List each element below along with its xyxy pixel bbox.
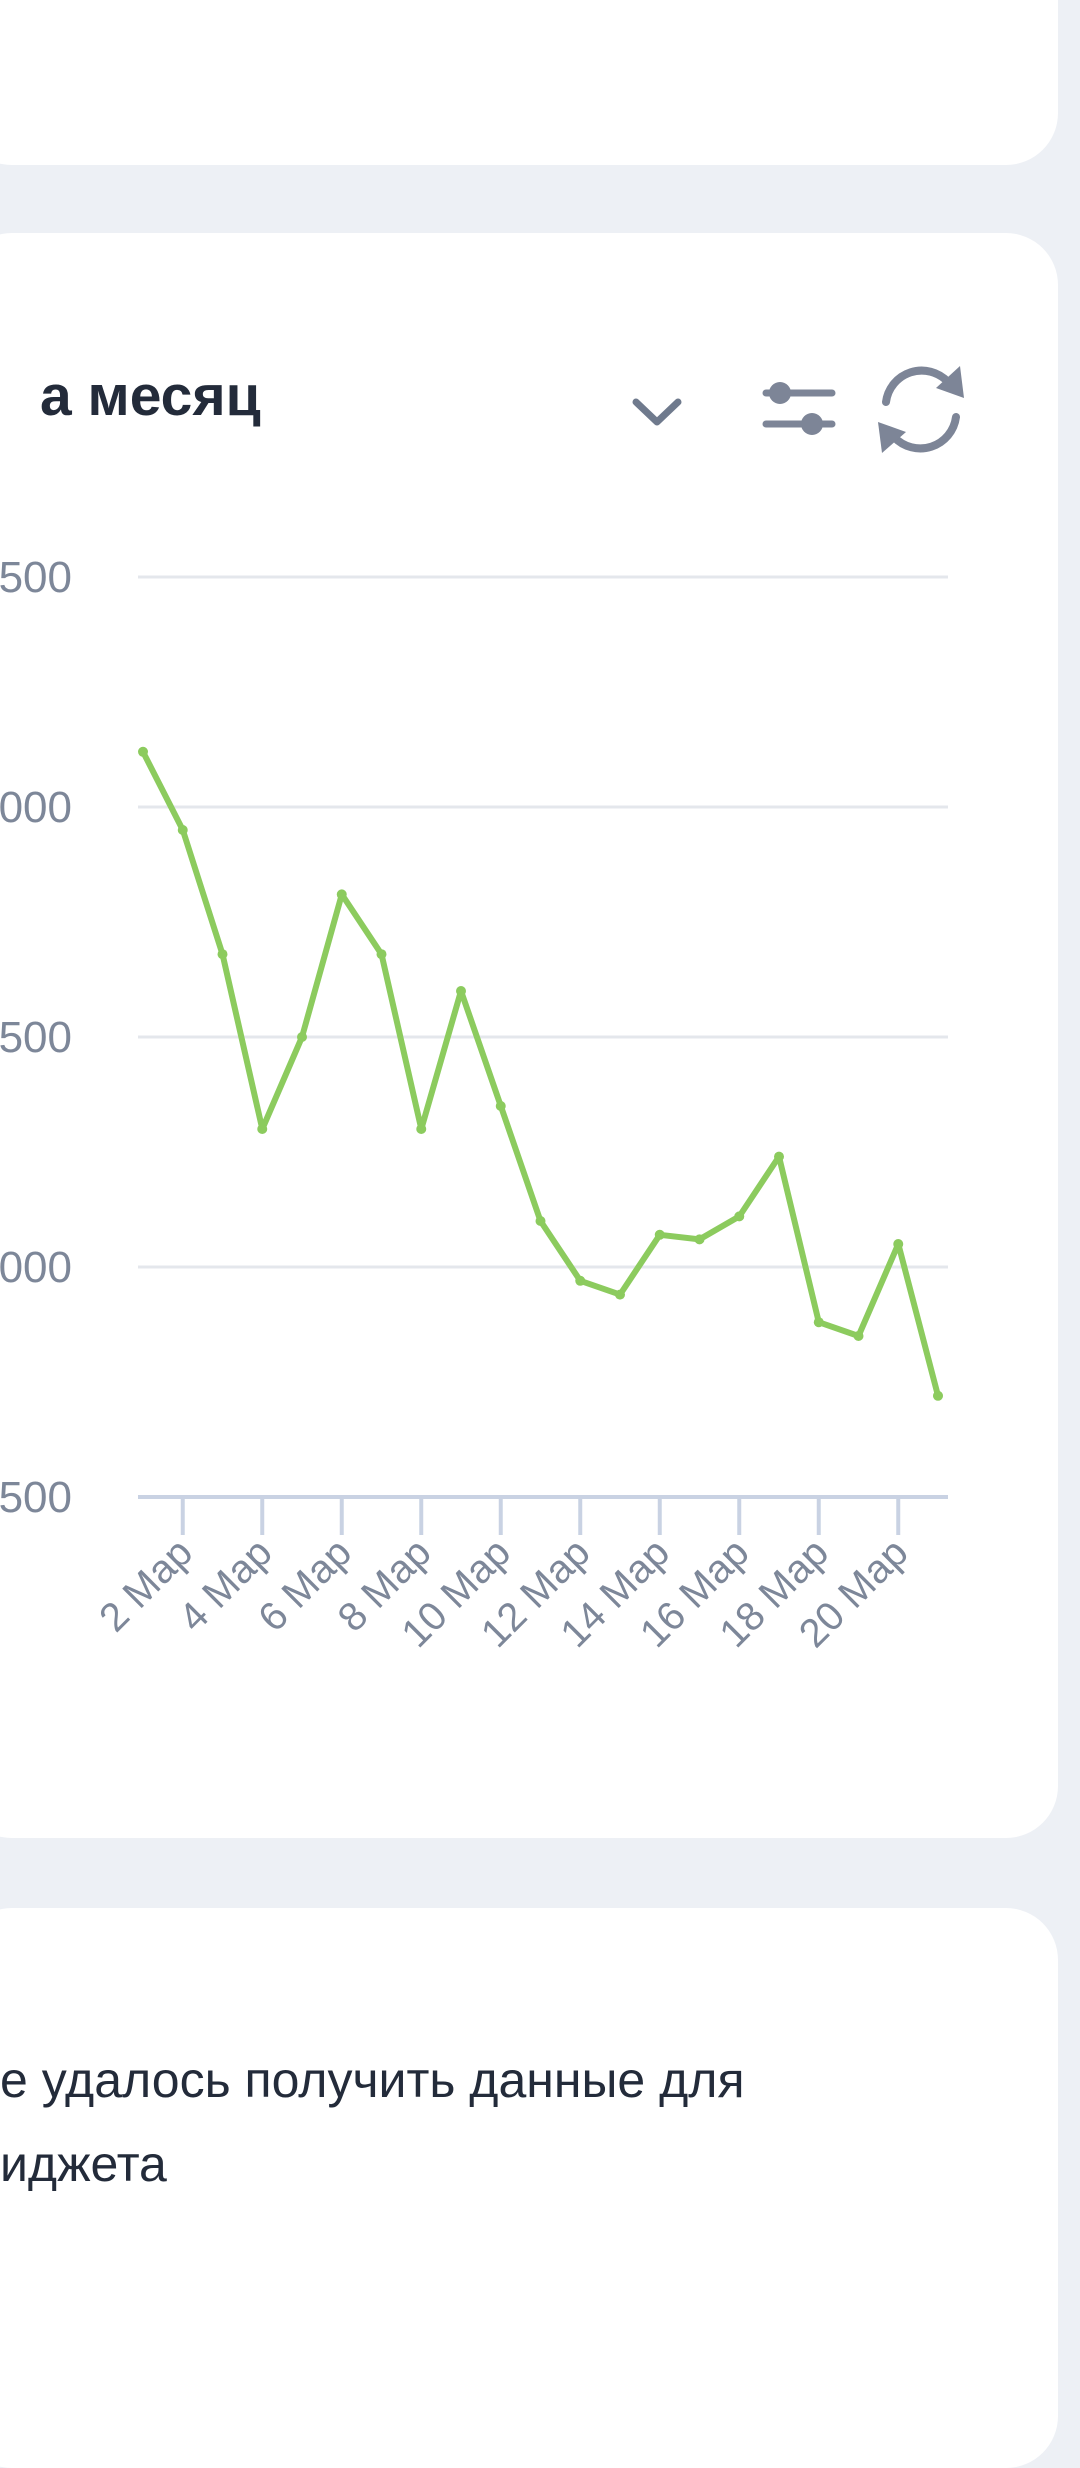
sliders-icon	[762, 382, 836, 435]
data-point[interactable]	[893, 1239, 904, 1249]
chart-grid	[138, 575, 948, 1499]
y-tick-label: 000	[0, 783, 72, 832]
data-point[interactable]	[257, 1124, 268, 1134]
series-line	[140, 748, 941, 1399]
data-point[interactable]	[575, 1275, 586, 1286]
top-card	[0, 0, 1058, 165]
data-point[interactable]	[376, 949, 387, 960]
data-point[interactable]	[535, 1216, 546, 1226]
data-point[interactable]	[615, 1289, 625, 1300]
error-message-line: е удалось получить данные для	[0, 2052, 745, 2108]
data-point[interactable]	[138, 746, 148, 757]
y-axis: 500 000 500 000 500	[0, 553, 72, 1522]
chevron-down-icon	[632, 398, 682, 426]
error-message-line: иджета	[0, 2136, 167, 2192]
data-point[interactable]	[336, 889, 347, 900]
data-point[interactable]	[734, 1211, 745, 1222]
data-point[interactable]	[654, 1229, 665, 1240]
filter-button[interactable]	[762, 378, 836, 444]
error-widget-card	[0, 1908, 1058, 2468]
y-tick-label: 000	[0, 1243, 72, 1292]
data-point[interactable]	[933, 1390, 943, 1401]
y-tick-label: 500	[0, 1473, 72, 1522]
widget-title: а месяц	[40, 364, 261, 428]
data-point[interactable]	[177, 825, 188, 835]
data-point[interactable]	[456, 986, 466, 996]
data-point[interactable]	[813, 1317, 824, 1328]
refresh-icon	[878, 366, 964, 453]
data-point[interactable]	[694, 1234, 705, 1245]
data-point[interactable]	[853, 1331, 864, 1341]
refresh-button[interactable]	[876, 362, 966, 457]
data-point[interactable]	[495, 1101, 506, 1111]
data-point[interactable]	[217, 949, 228, 960]
error-message: е удалось получить данные для иджета	[0, 2038, 1000, 2206]
data-point[interactable]	[297, 1032, 307, 1042]
y-tick-label: 500	[0, 553, 72, 602]
data-point[interactable]	[774, 1151, 784, 1162]
y-tick-label: 500	[0, 1013, 72, 1062]
data-point[interactable]	[416, 1124, 427, 1134]
chart-series	[138, 746, 943, 1401]
period-dropdown-button[interactable]	[628, 392, 686, 432]
